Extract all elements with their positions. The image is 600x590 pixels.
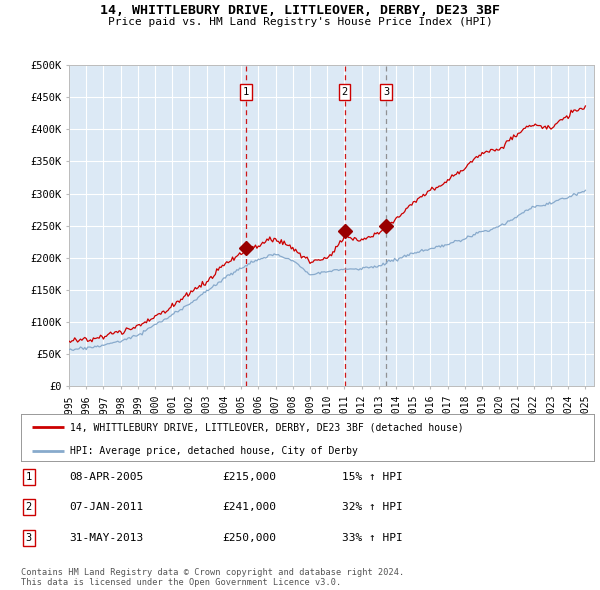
Text: 08-APR-2005: 08-APR-2005 [69, 472, 143, 481]
Text: 2: 2 [341, 87, 348, 97]
Text: £241,000: £241,000 [222, 503, 276, 512]
Text: £250,000: £250,000 [222, 533, 276, 543]
Text: 1: 1 [242, 87, 249, 97]
Text: HPI: Average price, detached house, City of Derby: HPI: Average price, detached house, City… [70, 446, 358, 456]
Text: 31-MAY-2013: 31-MAY-2013 [69, 533, 143, 543]
Text: 15% ↑ HPI: 15% ↑ HPI [342, 472, 403, 481]
Text: Contains HM Land Registry data © Crown copyright and database right 2024.
This d: Contains HM Land Registry data © Crown c… [21, 568, 404, 587]
Text: 07-JAN-2011: 07-JAN-2011 [69, 503, 143, 512]
Text: 3: 3 [383, 87, 389, 97]
Text: 14, WHITTLEBURY DRIVE, LITTLEOVER, DERBY, DE23 3BF: 14, WHITTLEBURY DRIVE, LITTLEOVER, DERBY… [100, 4, 500, 17]
Text: 32% ↑ HPI: 32% ↑ HPI [342, 503, 403, 512]
Text: Price paid vs. HM Land Registry's House Price Index (HPI): Price paid vs. HM Land Registry's House … [107, 17, 493, 27]
Text: £215,000: £215,000 [222, 472, 276, 481]
Text: 3: 3 [26, 533, 32, 543]
Text: 2: 2 [26, 503, 32, 512]
Text: 14, WHITTLEBURY DRIVE, LITTLEOVER, DERBY, DE23 3BF (detached house): 14, WHITTLEBURY DRIVE, LITTLEOVER, DERBY… [70, 422, 463, 432]
Text: 1: 1 [26, 472, 32, 481]
Text: 33% ↑ HPI: 33% ↑ HPI [342, 533, 403, 543]
